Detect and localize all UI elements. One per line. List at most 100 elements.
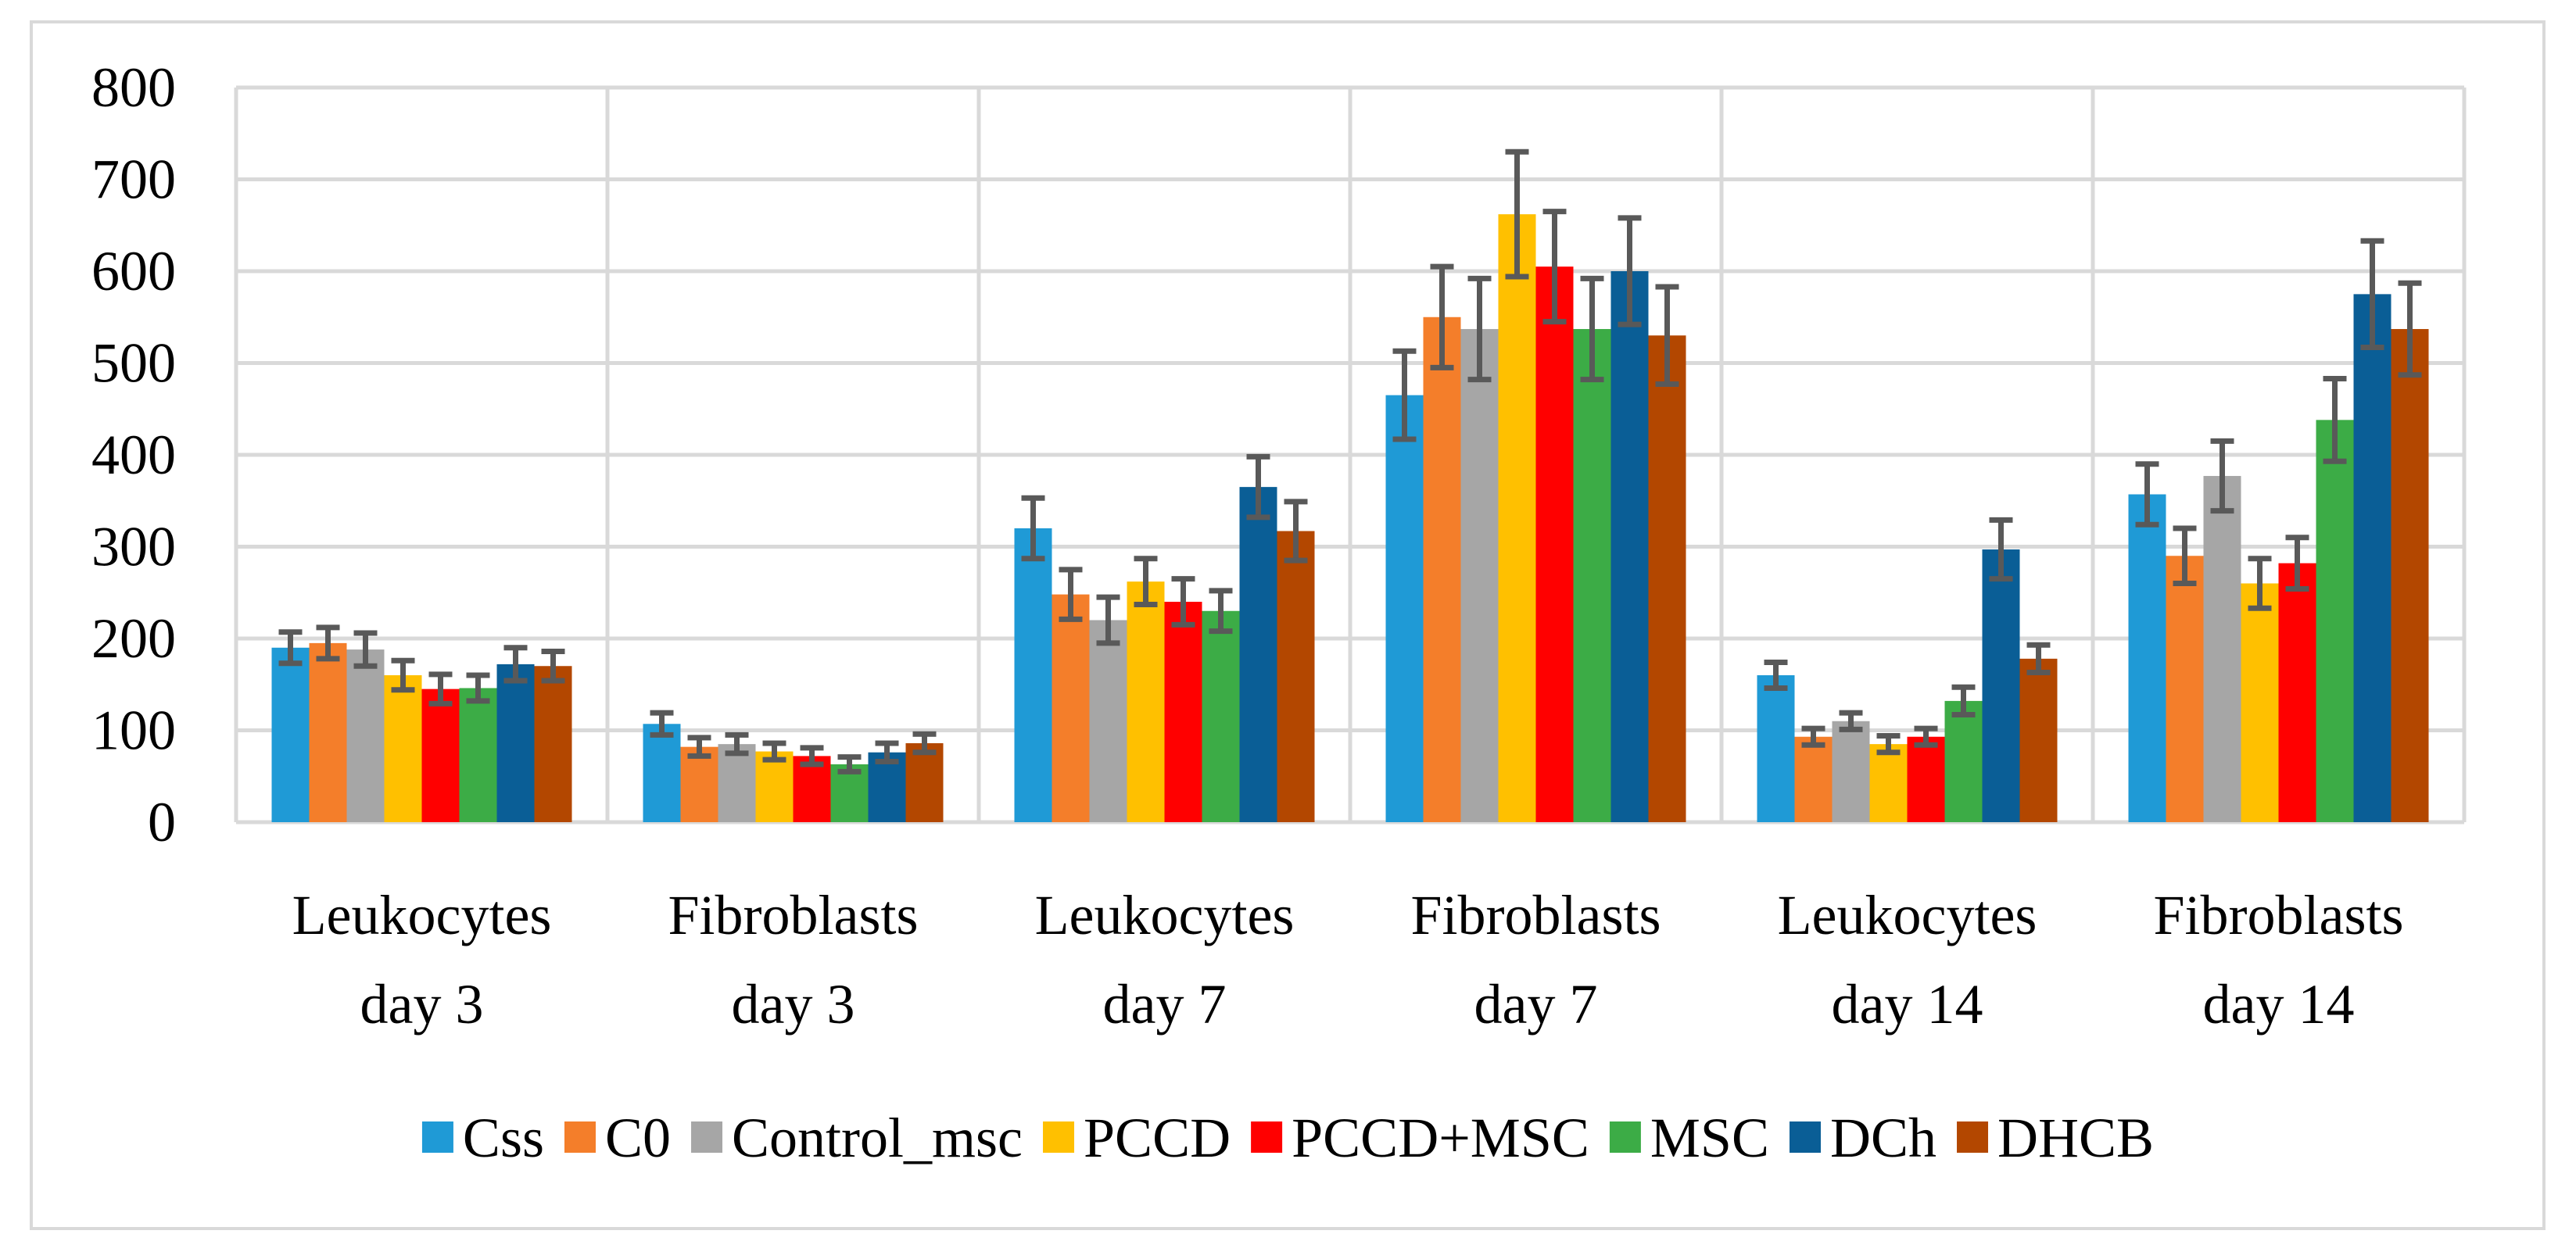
bar-PCCD-0 [384,675,422,822]
legend-label-Css: Css [463,1107,544,1169]
bar-DHCB-4 [2019,658,2058,822]
error-bar-MSC-2 [1209,588,1233,635]
error-bar-Control_msc-1 [725,732,749,757]
error-bar-Control_msc-0 [353,630,378,669]
legend-swatch-Css [421,1121,453,1153]
x-category-label-4-1: day 14 [1832,973,1983,1036]
y-tick-label-700: 700 [91,148,176,211]
bar-PCCD+MSC-2 [1164,602,1202,822]
bar-Control_msc-3 [1460,329,1499,822]
x-category-label-5-1: day 14 [2203,973,2355,1036]
error-bar-PCCD+MSC-1 [800,745,824,767]
error-bar-DHCB-5 [2398,280,2422,378]
bar-Css-3 [1385,395,1424,822]
x-category-label-5-0: Fibroblasts [2153,884,2403,946]
error-bar-PCCD+MSC-5 [2285,535,2309,592]
error-bar-C0-4 [1801,725,1825,748]
bar-PCCD+MSC-5 [2278,563,2316,822]
error-bar-Control_msc-3 [1467,275,1492,383]
error-bar-Css-1 [650,710,674,738]
y-tick-label-500: 500 [91,332,176,395]
bar-PCCD-3 [1498,214,1536,822]
bar-Css-0 [271,647,310,822]
legend-swatch-Control_msc [691,1121,723,1153]
legend-label-MSC: MSC [1650,1107,1769,1169]
y-tick-label-300: 300 [91,516,176,578]
y-tick-label-100: 100 [91,699,176,762]
error-bar-DCh-2 [1246,453,1270,520]
x-category-label-1-0: Fibroblasts [668,884,918,946]
error-bar-Control_msc-5 [2210,438,2234,514]
bar-DHCB-1 [905,742,944,822]
error-bar-DCh-0 [503,645,528,684]
y-axis-ticks: 0 100 200 300 400 500 600 700 800 [91,56,176,853]
legend-label-Control_msc: Control_msc [732,1107,1023,1169]
legend-item-Control_msc: Control_msc [691,1107,1023,1169]
error-bar-Css-4 [1764,660,1788,691]
error-bar-MSC-4 [1951,684,1976,718]
error-bar-PCCD+MSC-0 [428,671,453,706]
legend-swatch-DHCB [1957,1121,1989,1153]
y-tick-label-200: 200 [91,607,176,670]
legend-swatch-PCCD+MSC [1251,1121,1283,1153]
bar-C0-4 [1794,736,1833,822]
legend-swatch-DCh [1789,1121,1821,1153]
bar-Control_msc-0 [346,649,385,822]
bar-DCh-0 [496,664,535,822]
x-category-label-0-1: day 3 [360,973,484,1036]
legend-item-PCCD+MSC: PCCD+MSC [1251,1107,1589,1169]
bar-Control_msc-2 [1089,620,1127,822]
legend-label-C0: C0 [605,1107,671,1169]
error-bar-MSC-1 [837,754,862,774]
legend-item-MSC: MSC [1609,1107,1769,1169]
error-bar-DHCB-3 [1655,284,1679,388]
bar-PCCD-5 [2241,583,2279,822]
bar-PCCD-4 [1869,744,1908,822]
error-bar-DCh-1 [875,740,899,764]
bar-C0-1 [680,746,718,822]
error-bar-DCh-3 [1618,215,1642,327]
error-bar-MSC-5 [2323,375,2347,464]
error-bar-DHCB-2 [1284,499,1308,563]
y-tick-label-0: 0 [148,791,176,853]
legend-item-PCCD: PCCD [1043,1107,1231,1169]
legend-label-DHCB: DHCB [1997,1107,2154,1169]
error-bar-C0-0 [316,624,340,662]
legend-item-C0: C0 [564,1107,671,1169]
legend-swatch-MSC [1609,1121,1641,1153]
error-bar-DHCB-4 [2026,642,2051,675]
error-bar-DHCB-1 [912,731,937,756]
bar-PCCD+MSC-4 [1907,736,1945,822]
legend-label-PCCD: PCCD [1084,1107,1231,1169]
bar-DCh-3 [1610,271,1649,822]
x-category-label-3-1: day 7 [1474,973,1598,1036]
legend-swatch-C0 [564,1121,596,1153]
error-bar-C0-5 [2173,525,2197,586]
error-bar-Control_msc-4 [1839,710,1863,732]
bar-DCh-4 [1982,549,2020,822]
bar-Css-4 [1757,675,1795,822]
y-tick-label-400: 400 [91,424,176,486]
bar-DHCB-5 [2391,329,2429,822]
legend-label-DCh: DCh [1830,1107,1936,1169]
legend-swatch-PCCD [1043,1121,1075,1153]
bar-PCCD-1 [755,751,794,822]
bar-MSC-2 [1202,610,1240,822]
error-bar-DCh-4 [1989,517,2013,582]
error-bar-Control_msc-2 [1096,594,1120,646]
error-bar-Css-5 [2135,461,2159,528]
legend-item-Css: Css [421,1107,544,1169]
error-bar-PCCD+MSC-2 [1171,576,1195,628]
bar-DHCB-0 [534,666,572,822]
bar-Control_msc-5 [2203,476,2241,822]
x-category-label-3-0: Fibroblasts [1410,884,1661,946]
error-bar-Css-2 [1021,495,1045,562]
bar-PCCD-2 [1127,581,1165,822]
bar-series [271,214,2429,822]
error-bar-PCCD+MSC-3 [1542,209,1567,325]
error-bar-Css-3 [1392,348,1417,442]
error-bar-PCCD-4 [1876,733,1901,756]
error-bar-DCh-5 [2360,238,2384,351]
error-bar-C0-1 [687,735,711,759]
